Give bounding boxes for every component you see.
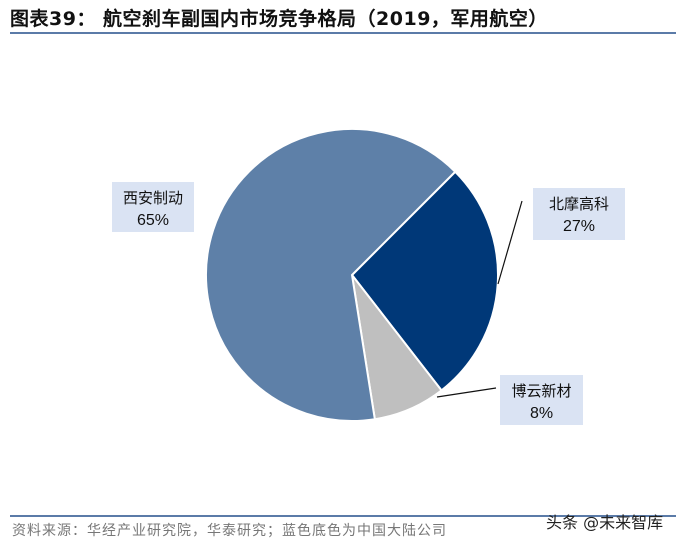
watermark: 头条 @未来智库 — [546, 513, 664, 532]
slice-label: 博云新材 — [511, 382, 571, 400]
figure-title: 图表39： 航空刹车副国内市场竞争格局（2019，军用航空） — [10, 8, 548, 30]
data-label-box — [533, 188, 625, 240]
slice-value-label: 8% — [530, 405, 553, 422]
pie-slice-3 — [205, 128, 457, 422]
slice-value-label: 65% — [137, 212, 169, 229]
slice-label: 西安制动 — [123, 189, 183, 207]
data-label-box — [112, 182, 194, 232]
title-divider — [10, 32, 676, 34]
slice-label: 北摩高科 — [549, 195, 609, 213]
pie-slice-1 — [350, 170, 499, 392]
leader-line — [497, 200, 523, 285]
data-label-box — [500, 375, 583, 425]
source-note: 资料来源：华经产业研究院，华泰研究；蓝色底色为中国大陆公司 — [12, 523, 447, 539]
slice-value-label: 27% — [563, 218, 595, 235]
leader-line — [436, 387, 497, 398]
footer-divider — [10, 515, 676, 517]
